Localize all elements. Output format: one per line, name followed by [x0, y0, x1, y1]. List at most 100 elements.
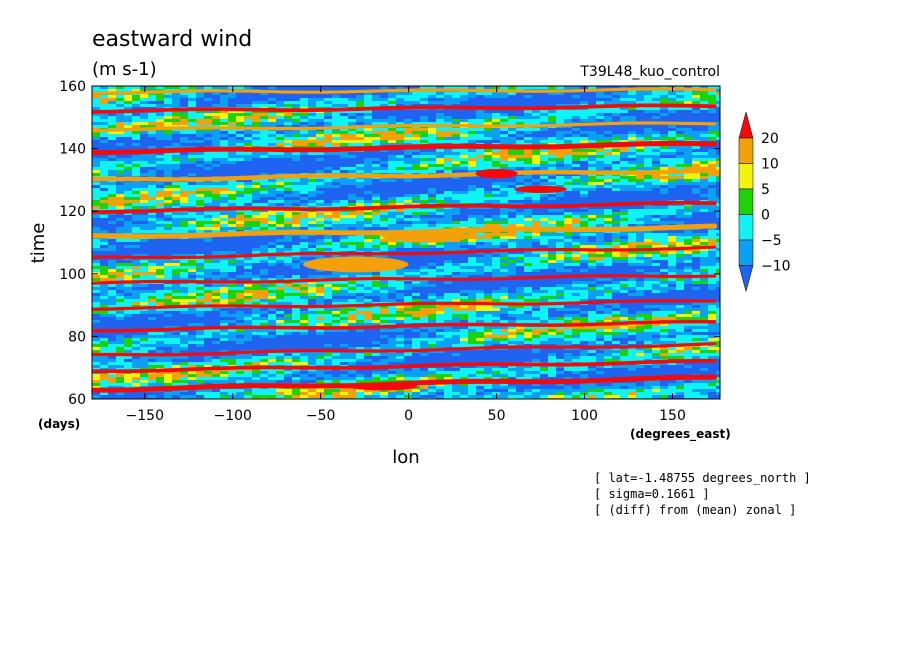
heatmap-cell	[708, 254, 717, 258]
heatmap-cell	[708, 107, 717, 111]
heatmap-cell	[204, 170, 213, 174]
heatmap-cell	[228, 188, 237, 192]
heatmap-cell	[92, 167, 101, 171]
heatmap-cell	[620, 188, 629, 192]
heatmap-cell	[572, 155, 581, 159]
heatmap-cell	[308, 242, 317, 246]
heatmap-cell	[692, 230, 701, 234]
heatmap-cell	[268, 131, 277, 135]
heatmap-cell	[116, 224, 125, 228]
heatmap-cell	[564, 269, 573, 273]
heatmap-cell	[100, 146, 109, 150]
heatmap-cell	[540, 266, 549, 270]
heatmap-cell	[476, 149, 485, 153]
heatmap-cell	[212, 98, 221, 102]
heatmap-cell	[244, 128, 253, 132]
heatmap-cell	[180, 131, 189, 135]
heatmap-cell	[204, 182, 213, 186]
heatmap-cell	[212, 209, 221, 213]
heatmap-cell	[156, 188, 165, 192]
heatmap-cell	[684, 194, 693, 198]
heatmap-cell	[132, 164, 141, 168]
heatmap-cell	[340, 218, 349, 222]
heatmap-cell	[276, 125, 285, 129]
heatmap-cell	[380, 194, 389, 198]
heatmap-cell	[428, 137, 437, 141]
heatmap-cell	[484, 206, 493, 210]
heatmap-cell	[252, 188, 261, 192]
heatmap-cell	[252, 248, 261, 252]
heatmap-cell	[236, 137, 245, 141]
heatmap-cell	[188, 158, 197, 162]
heatmap-cell	[156, 197, 165, 201]
heatmap-cell	[652, 95, 661, 99]
heatmap-field	[92, 86, 720, 399]
heatmap-cell	[668, 212, 677, 216]
heatmap-cell	[620, 215, 629, 219]
heatmap-cell	[540, 116, 549, 120]
heatmap-cell	[212, 212, 221, 216]
heatmap-cell	[204, 128, 213, 132]
heatmap-cell	[228, 95, 237, 99]
heatmap-cell	[228, 101, 237, 105]
heatmap-cell	[100, 116, 109, 120]
heatmap-cell	[420, 200, 429, 204]
heatmap-cell	[204, 230, 213, 234]
heatmap-cell	[92, 221, 101, 225]
heatmap-cell	[444, 212, 453, 216]
heatmap-cell	[212, 230, 221, 234]
heatmap-cell	[692, 182, 701, 186]
heatmap-cell	[444, 242, 453, 246]
heatmap-cell	[660, 92, 669, 96]
heatmap-cell	[380, 227, 389, 231]
heatmap-cell	[524, 239, 533, 243]
heatmap-cell	[404, 245, 413, 249]
heatmap-cell	[156, 113, 165, 117]
heatmap-cell	[412, 131, 421, 135]
heatmap-cell	[636, 155, 645, 159]
heatmap-cell	[412, 245, 421, 249]
heatmap-cell	[444, 263, 453, 267]
heatmap-cell	[380, 110, 389, 114]
heatmap-cell	[300, 260, 309, 264]
heatmap-cell	[156, 119, 165, 123]
heatmap-cell	[116, 134, 125, 138]
heatmap-cell	[164, 212, 173, 216]
heatmap-cell	[460, 128, 469, 132]
heatmap-cell	[172, 248, 181, 252]
heatmap-cell	[292, 131, 301, 135]
heatmap-cell	[620, 113, 629, 117]
heatmap-cell	[612, 110, 621, 114]
heatmap-cell	[412, 266, 421, 270]
heatmap-cell	[588, 218, 597, 222]
heatmap-cell	[292, 182, 301, 186]
heatmap-cell	[676, 269, 685, 273]
heatmap-cell	[340, 122, 349, 126]
heatmap-cell	[348, 191, 357, 195]
heatmap-cell	[132, 134, 141, 138]
heatmap-cell	[588, 194, 597, 198]
heatmap-cell	[300, 170, 309, 174]
heatmap-cell	[148, 191, 157, 195]
heatmap-cell	[620, 152, 629, 156]
heatmap-cell	[612, 236, 621, 240]
heatmap-cell	[700, 257, 709, 261]
heatmap-cell	[100, 113, 109, 117]
heatmap-cell	[292, 188, 301, 192]
heatmap-cell	[540, 149, 549, 153]
heatmap-cell	[676, 203, 685, 207]
heatmap-cell	[444, 122, 453, 126]
heatmap-cell	[388, 167, 397, 171]
heatmap-cell	[532, 131, 541, 135]
heatmap-cell	[508, 212, 517, 216]
heatmap-cell	[532, 230, 541, 234]
heatmap-cell	[92, 257, 101, 261]
heatmap-cell	[676, 155, 685, 159]
heatmap-cell	[604, 185, 613, 189]
heatmap-cell	[460, 131, 469, 135]
heatmap-cell	[188, 98, 197, 102]
heatmap-cell	[460, 101, 469, 105]
heatmap-cell	[636, 209, 645, 213]
heatmap-cell	[652, 119, 661, 123]
heatmap-cell	[500, 101, 509, 105]
